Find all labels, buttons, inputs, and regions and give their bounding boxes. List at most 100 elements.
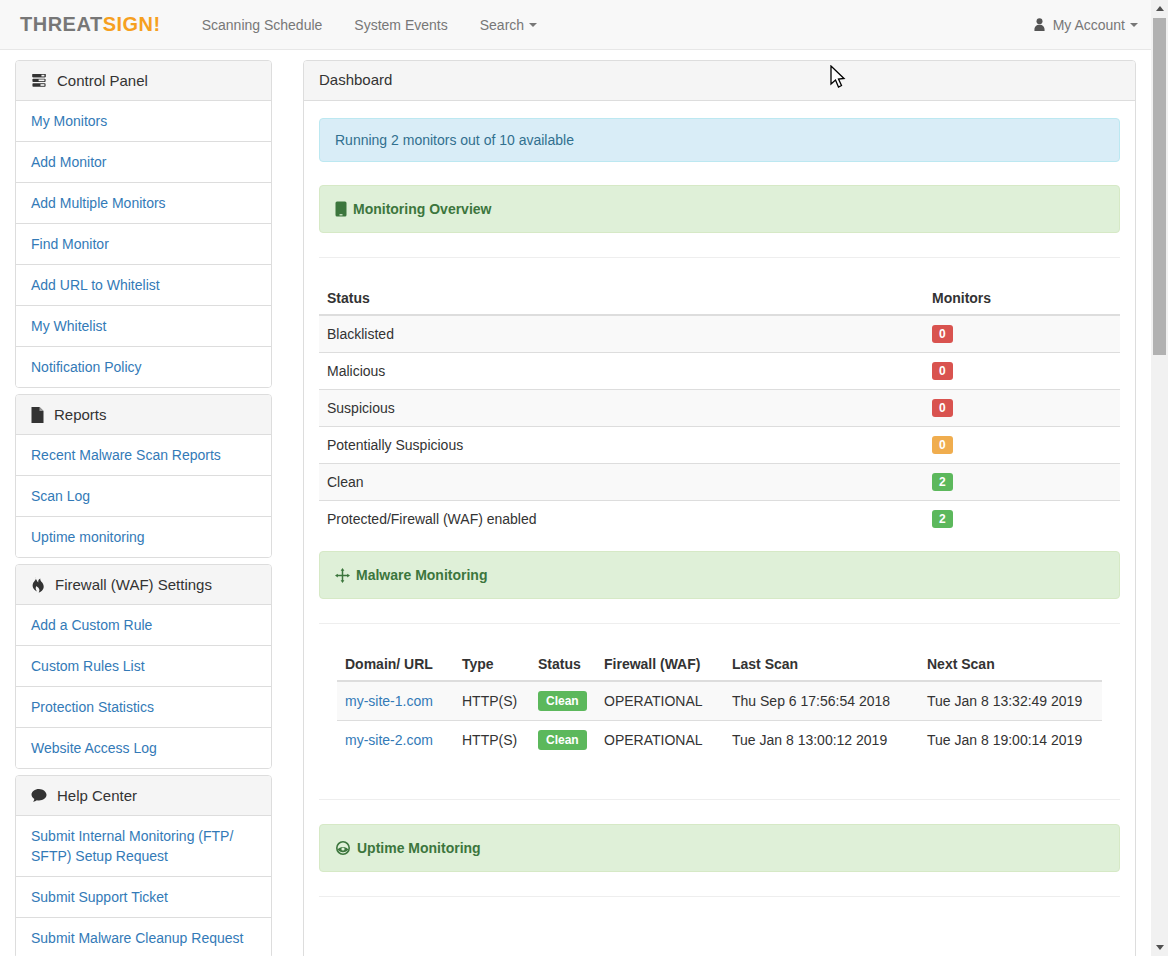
status-label: Suspicious <box>319 390 924 427</box>
uptime-monitoring-title: Uptime Monitoring <box>357 840 481 856</box>
firewall-settings-heading: Firewall (WAF) Settings <box>16 565 271 605</box>
sidebar-section-firewall-settings: Firewall (WAF) Settings Add a Custom Rul… <box>15 564 272 769</box>
firewall-status: OPERATIONAL <box>596 681 724 721</box>
comment-icon <box>31 788 47 803</box>
malware-table: Domain/ URL Type Status Firewall (WAF) L… <box>337 648 1102 759</box>
status-label: Potentially Suspicious <box>319 427 924 464</box>
sidebar-item-add-url-to-whitelist[interactable]: Add URL to Whitelist <box>16 265 271 306</box>
status-badge: 0 <box>932 399 953 417</box>
status-table: Status Monitors Blacklisted 0 Malicious … <box>319 282 1120 537</box>
main-content: Dashboard Running 2 monitors out of 10 a… <box>303 60 1136 956</box>
divider <box>319 257 1120 258</box>
sidebar-section-reports: Reports Recent Malware Scan Reports Scan… <box>15 394 272 558</box>
sidebar-item-website-access-log[interactable]: Website Access Log <box>16 728 271 768</box>
sidebar-item-add-a-custom-rule[interactable]: Add a Custom Rule <box>16 605 271 646</box>
scrollbar-thumb[interactable] <box>1153 18 1166 355</box>
sidebar-item-submit-malware-cleanup-request[interactable]: Submit Malware Cleanup Request <box>16 918 271 956</box>
status-badge: 2 <box>932 510 953 528</box>
domain-link[interactable]: my-site-2.com <box>345 732 433 748</box>
dashboard-panel: Dashboard Running 2 monitors out of 10 a… <box>303 60 1136 956</box>
brand-part-2: SIGN! <box>103 13 161 35</box>
table-row: Malicious 0 <box>319 353 1120 390</box>
status-badge: Clean <box>538 691 587 711</box>
status-badge: Clean <box>538 730 587 750</box>
status-label: Clean <box>319 464 924 501</box>
control-panel-title: Control Panel <box>57 72 148 89</box>
malware-monitoring-title: Malware Monitoring <box>356 567 487 583</box>
control-panel-heading: Control Panel <box>16 61 271 101</box>
malware-monitoring-header: Malware Monitoring <box>319 551 1120 599</box>
table-row: my-site-1.com HTTP(S) Clean OPERATIONAL … <box>337 681 1102 721</box>
last-scan-time: Tue Jan 8 13:00:12 2019 <box>724 721 919 760</box>
sidebar-item-my-whitelist[interactable]: My Whitelist <box>16 306 271 347</box>
user-icon <box>1032 17 1047 32</box>
divider <box>319 799 1120 800</box>
sidebar-item-add-multiple-monitors[interactable]: Add Multiple Monitors <box>16 183 271 224</box>
my-account-label: My Account <box>1053 17 1125 33</box>
reports-title: Reports <box>54 406 107 423</box>
sidebar-item-notification-policy[interactable]: Notification Policy <box>16 347 271 387</box>
table-row: Potentially Suspicious 0 <box>319 427 1120 464</box>
tasks-icon <box>31 73 47 88</box>
divider <box>319 623 1120 624</box>
sidebar-item-scan-log[interactable]: Scan Log <box>16 476 271 517</box>
sidebar-item-custom-rules-list[interactable]: Custom Rules List <box>16 646 271 687</box>
table-row: Blacklisted 0 <box>319 315 1120 353</box>
monitoring-overview-title: Monitoring Overview <box>353 201 491 217</box>
last-scan-time: Thu Sep 6 17:56:54 2018 <box>724 681 919 721</box>
brand-logo[interactable]: THREATSIGN! <box>20 13 161 36</box>
sidebar-item-add-monitor[interactable]: Add Monitor <box>16 142 271 183</box>
scroll-up-button[interactable] <box>1151 0 1168 17</box>
uptime-monitoring-header: Uptime Monitoring <box>319 824 1120 872</box>
page-title: Dashboard <box>304 61 1135 101</box>
domain-link[interactable]: my-site-1.com <box>345 693 433 709</box>
my-account-dropdown[interactable]: My Account <box>1032 17 1138 33</box>
status-badge: 0 <box>932 436 953 454</box>
nav-scanning-schedule[interactable]: Scanning Schedule <box>186 2 339 48</box>
status-label: Blacklisted <box>319 315 924 353</box>
table-row: Clean 2 <box>319 464 1120 501</box>
sidebar: Control Panel My Monitors Add Monitor Ad… <box>15 60 272 956</box>
status-label: Protected/Firewall (WAF) enabled <box>319 501 924 538</box>
triangle-down-icon <box>1156 945 1164 950</box>
triangle-up-icon <box>1156 6 1164 11</box>
sidebar-item-uptime-monitoring[interactable]: Uptime monitoring <box>16 517 271 557</box>
vertical-scrollbar[interactable] <box>1151 0 1168 956</box>
sidebar-section-help-center: Help Center Submit Internal Monitoring (… <box>15 775 272 956</box>
nav-search-dropdown[interactable]: Search <box>464 2 553 48</box>
caret-down-icon <box>529 23 537 27</box>
malware-header-next-scan: Next Scan <box>919 648 1102 681</box>
nav-system-events[interactable]: System Events <box>338 2 463 48</box>
sidebar-section-control-panel: Control Panel My Monitors Add Monitor Ad… <box>15 60 272 388</box>
caret-down-icon <box>1130 23 1138 27</box>
help-center-title: Help Center <box>57 787 137 804</box>
status-label: Malicious <box>319 353 924 390</box>
sidebar-item-submit-support-ticket[interactable]: Submit Support Ticket <box>16 877 271 918</box>
monitors-usage-alert: Running 2 monitors out of 10 available <box>319 118 1120 162</box>
sidebar-item-find-monitor[interactable]: Find Monitor <box>16 224 271 265</box>
table-row: Protected/Firewall (WAF) enabled 2 <box>319 501 1120 538</box>
dashboard-panel-body: Running 2 monitors out of 10 available M… <box>304 101 1135 936</box>
status-table-header-monitors: Monitors <box>924 282 1120 315</box>
help-center-heading: Help Center <box>16 776 271 816</box>
malware-header-status: Status <box>530 648 596 681</box>
monitor-type: HTTP(S) <box>454 681 530 721</box>
table-row: Suspicious 0 <box>319 390 1120 427</box>
file-icon <box>31 407 44 423</box>
sidebar-item-my-monitors[interactable]: My Monitors <box>16 101 271 142</box>
monitor-type: HTTP(S) <box>454 721 530 760</box>
next-scan-time: Tue Jan 8 13:32:49 2019 <box>919 681 1102 721</box>
status-badge: 0 <box>932 362 953 380</box>
monitoring-overview-header: Monitoring Overview <box>319 185 1120 233</box>
malware-header-last-scan: Last Scan <box>724 648 919 681</box>
fire-icon <box>31 577 45 593</box>
firewall-status: OPERATIONAL <box>596 721 724 760</box>
table-row: my-site-2.com HTTP(S) Clean OPERATIONAL … <box>337 721 1102 760</box>
scroll-down-button[interactable] <box>1151 939 1168 956</box>
status-table-header-status: Status <box>319 282 924 315</box>
sidebar-item-recent-malware-scan-reports[interactable]: Recent Malware Scan Reports <box>16 435 271 476</box>
malware-table-container: Domain/ URL Type Status Firewall (WAF) L… <box>337 648 1102 759</box>
sidebar-item-submit-internal-monitoring[interactable]: Submit Internal Monitoring (FTP/ SFTP) S… <box>16 816 271 877</box>
sidebar-item-protection-statistics[interactable]: Protection Statistics <box>16 687 271 728</box>
malware-header-firewall: Firewall (WAF) <box>596 648 724 681</box>
